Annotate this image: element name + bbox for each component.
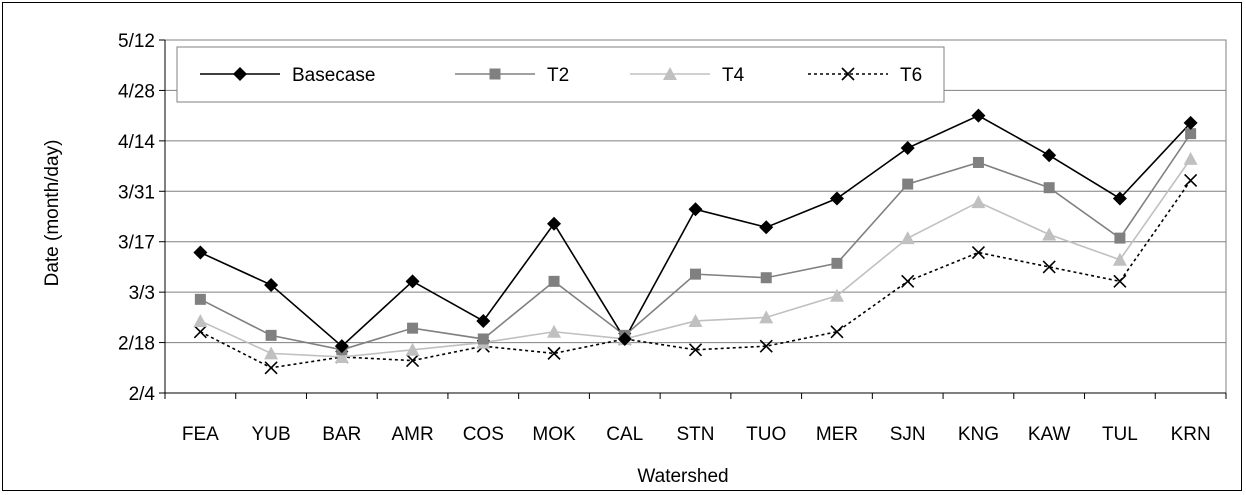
y-tick-label: 3/3	[129, 283, 155, 304]
series-markers-t4	[193, 151, 1198, 363]
x-tick-label: MOK	[532, 424, 576, 445]
data-point-diamond	[1183, 115, 1198, 130]
legend-label: T4	[722, 65, 745, 86]
data-point-diamond	[1112, 191, 1127, 206]
data-point-x	[406, 354, 420, 368]
data-point-triangle	[971, 195, 986, 209]
data-point-triangle	[334, 349, 349, 363]
data-point-triangle	[264, 346, 279, 360]
y-tick-label: 4/14	[118, 132, 155, 153]
data-point-triangle	[1112, 252, 1127, 266]
x-tick-label: YUB	[252, 424, 291, 445]
data-point-square	[1185, 128, 1197, 140]
x-tick-label: COS	[463, 424, 504, 445]
data-point-diamond	[1042, 148, 1057, 163]
data-point-square	[194, 293, 206, 305]
data-point-diamond	[264, 277, 279, 292]
x-tick-label: MER	[816, 424, 858, 445]
data-point-square	[760, 272, 772, 284]
x-tick-label: BAR	[322, 424, 361, 445]
x-tick-label: TUL	[1102, 424, 1138, 445]
y-tick-label: 3/17	[118, 233, 155, 254]
y-tick-label: 3/31	[118, 182, 155, 203]
data-point-square	[407, 322, 419, 334]
data-point-x	[688, 343, 703, 357]
data-point-x	[193, 325, 207, 339]
data-point-x	[759, 339, 773, 353]
data-point-diamond	[617, 331, 632, 346]
data-point-x	[547, 346, 561, 360]
series-markers-basecase	[193, 108, 1198, 354]
legend-item-t4: T4	[630, 65, 745, 86]
data-point-triangle	[1042, 227, 1057, 241]
data-point-diamond	[547, 216, 562, 231]
data-point-diamond	[334, 339, 349, 354]
y-axis-title: Date (month/day)	[42, 140, 63, 287]
data-point-diamond	[971, 108, 986, 123]
data-point-triangle	[900, 231, 915, 245]
data-point-x	[901, 274, 915, 288]
data-point-x	[830, 325, 844, 339]
data-point-diamond	[405, 274, 420, 289]
data-point-square	[972, 156, 984, 168]
data-point-square	[902, 178, 914, 190]
data-point-diamond	[233, 67, 247, 81]
data-point-square	[477, 333, 489, 345]
data-point-x	[1184, 173, 1198, 188]
x-tick-label: SJN	[890, 424, 926, 445]
data-point-triangle	[193, 313, 208, 327]
data-point-square	[548, 275, 560, 287]
data-point-square	[831, 257, 843, 269]
series-markers	[193, 108, 1198, 375]
x-tick-label: KRN	[1171, 424, 1211, 445]
data-point-diamond	[829, 191, 844, 206]
data-point-square	[489, 68, 501, 80]
x-tick-label: CAL	[606, 424, 643, 445]
x-tick-labels: FEA YUB BAR AMR COS MOK CAL STN TUO MER SJN KNG KAW T…	[182, 424, 1211, 445]
legend-item-basecase: Basecase	[200, 65, 375, 86]
data-point-triangle	[663, 67, 677, 80]
x-tick-label: KNG	[958, 424, 999, 445]
y-tick-label: 4/28	[118, 81, 155, 102]
legend-label: T6	[900, 65, 922, 86]
data-point-diamond	[193, 245, 208, 260]
x-tick-label: STN	[677, 424, 715, 445]
data-point-square	[1114, 232, 1126, 244]
data-point-triangle	[688, 313, 703, 327]
y-tick-labels: 2/4 2/18 3/3 3/17 3/31 4/14 4/28 5/12	[118, 31, 155, 405]
x-tick-label: FEA	[182, 424, 219, 445]
data-point-diamond	[759, 220, 774, 235]
data-point-triangle	[1183, 151, 1198, 165]
y-tick-label: 2/4	[129, 384, 156, 405]
x-tick-label: KAW	[1028, 424, 1071, 445]
data-point-x	[841, 67, 855, 81]
data-point-square	[265, 329, 277, 341]
series-line-t6	[200, 180, 1192, 369]
data-point-diamond	[688, 202, 703, 217]
data-point-x	[1113, 274, 1127, 288]
x-tick-label: AMR	[391, 424, 433, 445]
y-tick-label: 2/18	[118, 334, 155, 355]
legend-label: T2	[547, 65, 569, 86]
x-axis-title: Watershed	[637, 466, 728, 487]
legend: Basecase T2 T4 T6	[176, 46, 945, 103]
data-point-triangle	[759, 310, 774, 324]
y-tick-label: 5/12	[118, 31, 155, 52]
data-point-triangle	[547, 324, 562, 338]
data-point-x	[1042, 260, 1056, 274]
data-point-square	[1043, 182, 1055, 194]
x-tick-label: TUO	[746, 424, 786, 445]
data-point-x	[264, 361, 278, 375]
data-point-triangle	[405, 342, 420, 356]
data-point-diamond	[900, 141, 915, 156]
legend-label: Basecase	[292, 65, 375, 86]
legend-item-t2: T2	[455, 65, 569, 86]
data-point-x	[971, 245, 985, 260]
data-point-triangle	[829, 288, 844, 302]
data-point-diamond	[476, 313, 491, 328]
legend-item-t6: T6	[808, 65, 922, 86]
data-point-square	[690, 268, 701, 280]
